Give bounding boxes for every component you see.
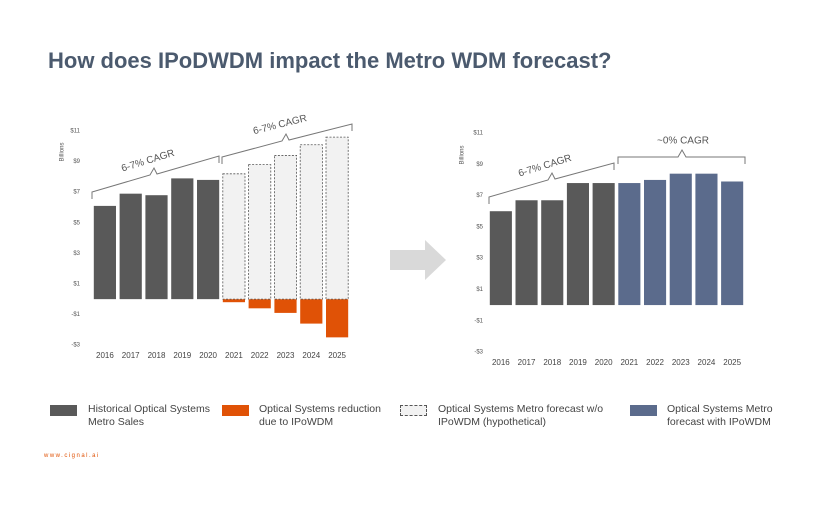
bar	[669, 173, 692, 306]
x-tick-label: 2021	[225, 351, 243, 360]
x-tick-label: 2020	[595, 358, 613, 367]
y-tick-label: $9	[476, 162, 483, 168]
x-tick-label: 2024	[698, 358, 716, 367]
bar	[299, 144, 323, 300]
bar	[119, 193, 142, 300]
y-tick-label: -$1	[474, 318, 483, 324]
bar	[145, 195, 168, 300]
y-tick-label: $11	[70, 129, 80, 135]
legend-label: Historical Optical Systems Metro Sales	[88, 403, 210, 428]
bar	[695, 173, 718, 306]
slide-title: How does IPoDWDM impact the Metro WDM fo…	[48, 48, 612, 73]
bar	[592, 183, 615, 306]
y-axis-label: Billions	[460, 145, 466, 164]
x-tick-label: 2025	[723, 358, 741, 367]
bar	[325, 136, 349, 300]
x-tick-label: 2017	[122, 351, 140, 360]
bar	[721, 181, 744, 306]
x-tick-label: 2018	[148, 351, 166, 360]
x-tick-label: 2019	[569, 358, 587, 367]
bar	[274, 299, 297, 313]
legend-swatch	[400, 405, 427, 416]
y-axis-label: Billions	[60, 142, 66, 161]
bar	[93, 205, 116, 300]
bar	[643, 179, 667, 306]
x-tick-label: 2016	[96, 351, 114, 360]
legend-swatch	[630, 405, 657, 416]
bar	[566, 183, 590, 306]
bar	[222, 173, 246, 300]
brace	[221, 123, 353, 164]
x-tick-label: 2025	[328, 351, 346, 360]
bar	[300, 299, 323, 324]
brace	[617, 148, 746, 164]
bar	[248, 164, 272, 300]
y-tick-label: $1	[73, 281, 80, 287]
y-tick-label: -$3	[71, 343, 80, 349]
bar	[489, 211, 512, 306]
bar	[171, 178, 194, 300]
x-tick-label: 2021	[620, 358, 638, 367]
bar	[197, 179, 220, 300]
x-tick-label: 2019	[173, 351, 191, 360]
x-tick-label: 2018	[543, 358, 561, 367]
y-tick-label: $1	[476, 287, 483, 293]
x-tick-label: 2020	[199, 351, 217, 360]
bar	[618, 183, 641, 306]
x-tick-label: 2023	[277, 351, 295, 360]
arrow	[390, 240, 446, 280]
annotation: 6-7% CAGR	[517, 153, 573, 180]
x-tick-label: 2022	[646, 358, 664, 367]
x-tick-label: 2024	[302, 351, 320, 360]
annotation: 6-7% CAGR	[252, 113, 308, 137]
legend-label: Optical Systems Metro forecast w/o IPoWD…	[438, 403, 604, 428]
bar	[248, 299, 271, 309]
bar	[326, 299, 349, 338]
y-tick-label: $5	[476, 224, 483, 230]
bar	[222, 299, 245, 303]
brace	[91, 155, 220, 199]
y-tick-label: $9	[73, 159, 80, 165]
x-tick-label: 2017	[518, 358, 536, 367]
y-tick-label: $3	[476, 256, 483, 262]
brace	[488, 162, 615, 204]
footer: www.cignal.ai	[44, 453, 100, 459]
bar	[541, 200, 564, 306]
x-tick-label: 2022	[251, 351, 269, 360]
legend-swatch	[50, 405, 77, 416]
y-tick-label: $5	[73, 220, 80, 226]
bar	[274, 155, 297, 300]
y-tick-label: -$1	[71, 312, 80, 318]
y-tick-label: $7	[476, 193, 483, 199]
x-tick-label: 2023	[672, 358, 690, 367]
legend-swatch	[222, 405, 249, 416]
legend-label: Optical Systems reduction due to IPoWDM	[259, 403, 381, 428]
legend-label: Optical Systems Metro forecast with IPoW…	[667, 403, 773, 428]
annotation: ~0% CAGR	[657, 136, 709, 147]
y-tick-label: $7	[73, 190, 80, 196]
x-tick-label: 2016	[492, 358, 510, 367]
y-tick-label: $11	[473, 131, 483, 137]
y-tick-label: $3	[73, 251, 80, 257]
bar	[515, 200, 538, 306]
y-tick-label: -$3	[474, 350, 483, 356]
